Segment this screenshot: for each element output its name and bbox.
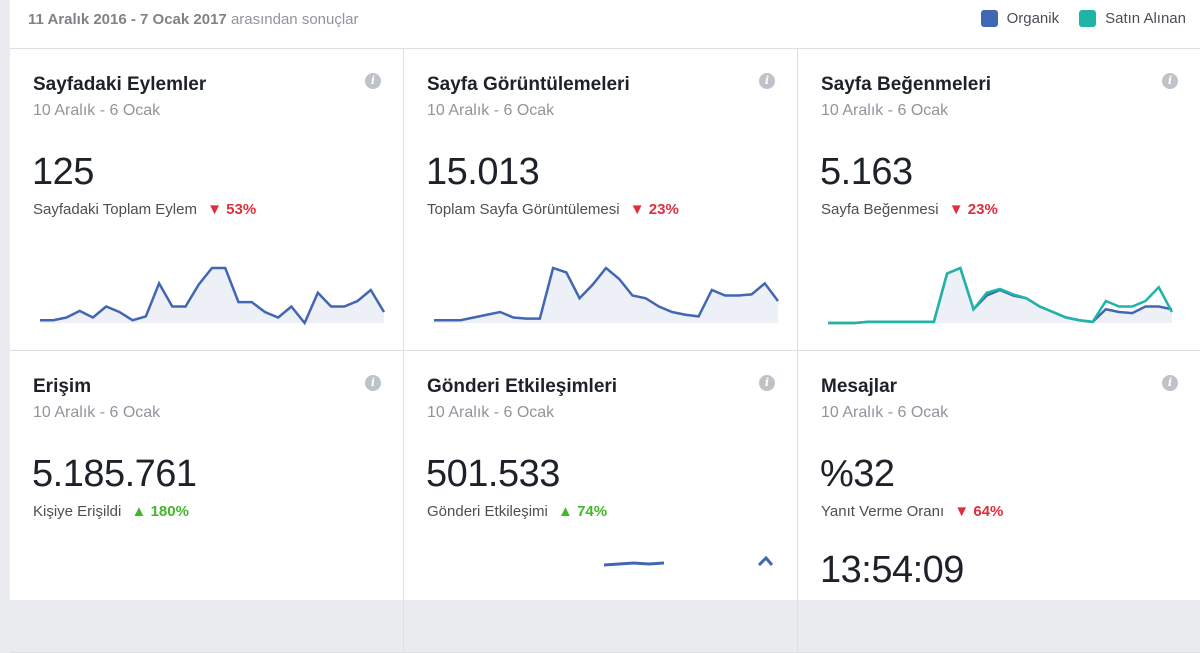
card-date-range: 10 Aralık - 6 Ocak: [427, 102, 555, 119]
card-subtitle-text: Gönderi Etkileşimi: [427, 503, 548, 520]
delta-value: 53%: [226, 201, 257, 218]
card-page-actions[interactable]: Sayfadaki Eylemler 10 Aralık - 6 Ocak i …: [10, 49, 404, 351]
up-arrow-icon: ▲: [558, 503, 573, 520]
series-legend: Organik Satın Alınan: [961, 10, 1186, 27]
info-icon[interactable]: i: [1162, 375, 1178, 391]
card-title: Gönderi Etkileşimleri: [427, 376, 618, 397]
card-title: Erişim: [33, 376, 92, 397]
card-subtitle: Sayfa Beğenmesi ▼ 23%: [821, 201, 998, 218]
sparkline-organic: [40, 266, 386, 326]
card-messages[interactable]: Mesajlar 10 Aralık - 6 Ocak i %32 Yanıt …: [798, 351, 1200, 653]
card-subtitle: Kişiye Erişildi ▲ 180%: [33, 503, 189, 520]
sparkline-area: [434, 268, 778, 323]
delta-badge: ▲ 180%: [132, 503, 189, 520]
date-range: 11 Aralık 2016 - 7 Ocak 2017: [28, 11, 227, 28]
organic-swatch: [980, 10, 998, 27]
delta-badge: ▼ 64%: [954, 503, 1003, 520]
card-date-range: 10 Aralık - 6 Ocak: [821, 404, 949, 421]
info-icon[interactable]: i: [759, 375, 775, 391]
card-subtitle: Toplam Sayfa Görüntülemesi ▼ 23%: [427, 201, 679, 218]
date-range-suffix: arasından sonuçlar: [230, 11, 359, 28]
sparkline-paid: [828, 266, 1174, 325]
delta-value: 64%: [973, 503, 1004, 520]
legend-paid-label: Satın Alınan: [1105, 10, 1186, 27]
card-title: Sayfa Görüntülemeleri: [427, 74, 630, 95]
card-value: 5.185.761: [32, 453, 197, 495]
insights-header: 11 Aralık 2016 - 7 Ocak 2017 arasından s…: [10, 0, 1200, 49]
card-subtitle: Gönderi Etkileşimi ▲ 74%: [427, 503, 607, 520]
delta-value: 23%: [648, 201, 679, 218]
sparkline-organic: [434, 266, 779, 322]
info-icon[interactable]: i: [365, 375, 381, 391]
legend-organic[interactable]: Organik: [980, 10, 1060, 27]
down-arrow-icon: ▼: [954, 503, 970, 520]
card-date-range: 10 Aralık - 6 Ocak: [427, 404, 555, 421]
sparkline-area: [828, 268, 1172, 323]
down-arrow-icon: ▼: [207, 201, 222, 218]
down-arrow-icon: ▼: [948, 201, 964, 218]
sparkline-chart: [828, 266, 1174, 325]
card-subtitle-text: Sayfa Beğenmesi: [821, 201, 939, 218]
delta-badge: ▼ 23%: [949, 201, 998, 218]
delta-badge: ▼ 53%: [207, 201, 256, 218]
card-subtitle: Yanıt Verme Oranı ▼ 64%: [821, 503, 1003, 520]
card-page-views[interactable]: Sayfa Görüntülemeleri 10 Aralık - 6 Ocak…: [404, 49, 798, 351]
legend-organic-label: Organik: [1006, 10, 1060, 27]
card-subtitle-text: Yanıt Verme Oranı: [821, 503, 945, 520]
card-date-range: 10 Aralık - 6 Ocak: [33, 404, 161, 421]
delta-value: 74%: [577, 503, 608, 520]
card-date-range: 10 Aralık - 6 Ocak: [33, 102, 161, 119]
card-value: 5.163: [820, 151, 913, 193]
card-date-range: 10 Aralık - 6 Ocak: [821, 102, 949, 119]
card-value: %32: [820, 453, 895, 495]
card-reach[interactable]: Erişim 10 Aralık - 6 Ocak i 5.185.761 Ki…: [10, 351, 404, 653]
date-range-text: 11 Aralık 2016 - 7 Ocak 2017 arasından s…: [28, 11, 359, 28]
delta-badge: ▲ 74%: [558, 503, 607, 520]
card-value: 501.533: [426, 453, 560, 495]
card-subtitle-text: Toplam Sayfa Görüntülemesi: [427, 201, 620, 218]
paid-swatch: [1079, 10, 1097, 27]
info-icon[interactable]: i: [1162, 73, 1178, 89]
sparkline-chart-partial: [603, 555, 774, 567]
down-arrow-icon: ▼: [629, 201, 645, 218]
insights-panel: 11 Aralık 2016 - 7 Ocak 2017 arasından s…: [10, 0, 1200, 653]
response-time-value: 13:54:09: [820, 549, 964, 591]
card-title: Sayfa Beğenmeleri: [821, 74, 992, 95]
sparkline-chart: [40, 266, 386, 326]
card-page-likes[interactable]: Sayfa Beğenmeleri 10 Aralık - 6 Ocak i 5…: [798, 49, 1200, 351]
card-value: 125: [32, 151, 94, 193]
card-subtitle-text: Kişiye Erişildi: [33, 503, 122, 520]
legend-paid[interactable]: Satın Alınan: [1079, 10, 1186, 27]
delta-badge: ▼ 23%: [630, 201, 679, 218]
sparkline-area: [40, 268, 384, 323]
up-arrow-icon: ▲: [131, 503, 147, 520]
sparkline-chart: [434, 266, 779, 323]
card-value: 15.013: [426, 151, 540, 193]
card-title: Sayfadaki Eylemler: [33, 74, 207, 95]
info-icon[interactable]: i: [759, 73, 775, 89]
delta-value: 180%: [150, 503, 189, 520]
card-subtitle-text: Sayfadaki Toplam Eylem: [33, 201, 197, 218]
card-title: Mesajlar: [821, 376, 898, 397]
delta-value: 23%: [967, 201, 998, 218]
info-icon[interactable]: i: [365, 73, 381, 89]
card-post-engagements[interactable]: Gönderi Etkileşimleri 10 Aralık - 6 Ocak…: [404, 351, 798, 653]
card-subtitle: Sayfadaki Toplam Eylem ▼ 53%: [33, 201, 256, 218]
